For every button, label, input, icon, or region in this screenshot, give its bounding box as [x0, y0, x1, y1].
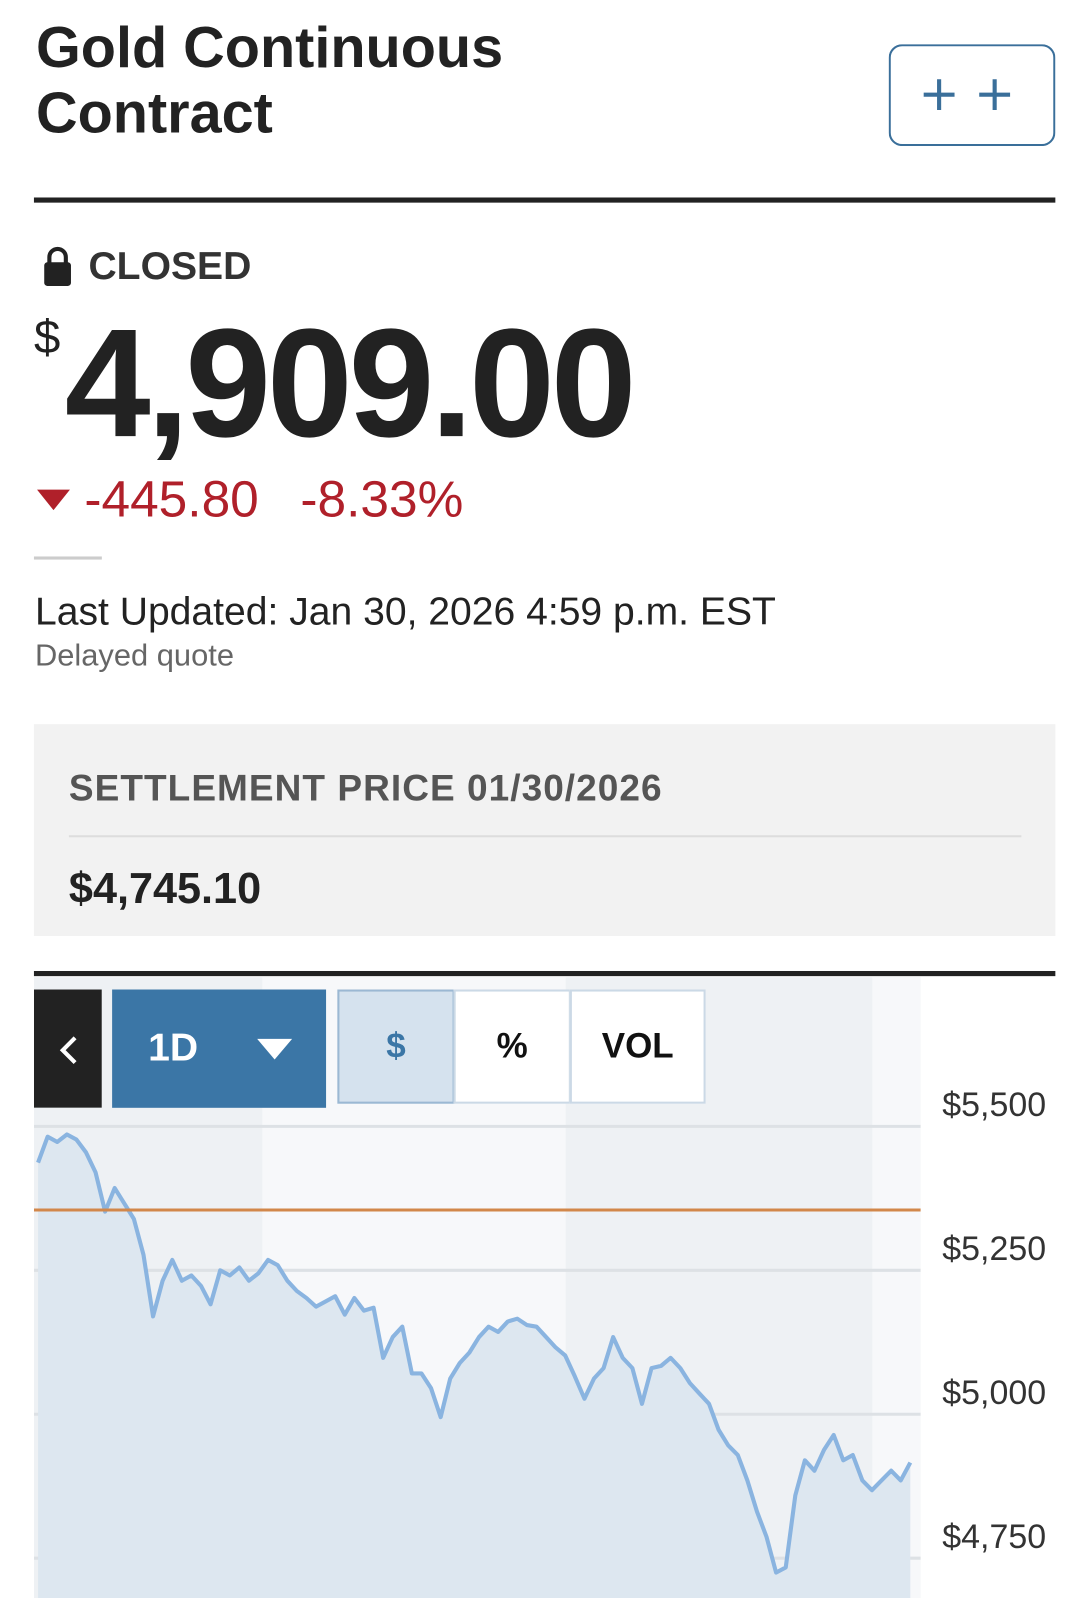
- currency: $: [33, 309, 61, 364]
- y-tick-label: $5,000: [942, 1374, 1046, 1412]
- watchlist-button[interactable]: [888, 44, 1056, 147]
- market-status: CLOSED: [88, 244, 252, 289]
- title: Contract: [36, 80, 273, 146]
- mode-button[interactable]: %: [453, 989, 571, 1104]
- price-line: [36, 1132, 913, 1575]
- price: 4,909.00: [64, 296, 637, 470]
- settlement-value: $4,745.10: [68, 864, 262, 913]
- change: -445.80: [84, 470, 259, 528]
- y-tick-label: $5,500: [942, 1086, 1046, 1124]
- range-label: 1D: [148, 1026, 199, 1070]
- divider: [68, 835, 1022, 838]
- divider: [33, 197, 1056, 203]
- delayed-note: Delayed quote: [34, 638, 234, 673]
- change-percent: -8.33%: [300, 470, 464, 528]
- title: Gold Continuous: [36, 14, 504, 80]
- settlement-box: [33, 724, 1056, 937]
- mode-button[interactable]: $: [337, 989, 455, 1104]
- y-tick-label: $4,750: [942, 1518, 1046, 1556]
- dropdown-arrow: [257, 1038, 293, 1060]
- down-arrow: [37, 489, 70, 511]
- settlement-label: SETTLEMENT PRICE 01/30/2026: [68, 766, 663, 809]
- mode-button[interactable]: VOL: [569, 989, 706, 1104]
- area: [38, 1134, 911, 1598]
- range-select[interactable]: [112, 989, 327, 1108]
- back-button[interactable]: [33, 989, 102, 1108]
- last-updated: Last Updated: Jan 30, 2026 4:59 p.m. EST: [34, 590, 776, 634]
- y-tick-label: $5,250: [942, 1230, 1046, 1268]
- lock-icon: [44, 246, 71, 286]
- divider: [33, 970, 1056, 977]
- divider: [33, 556, 102, 560]
